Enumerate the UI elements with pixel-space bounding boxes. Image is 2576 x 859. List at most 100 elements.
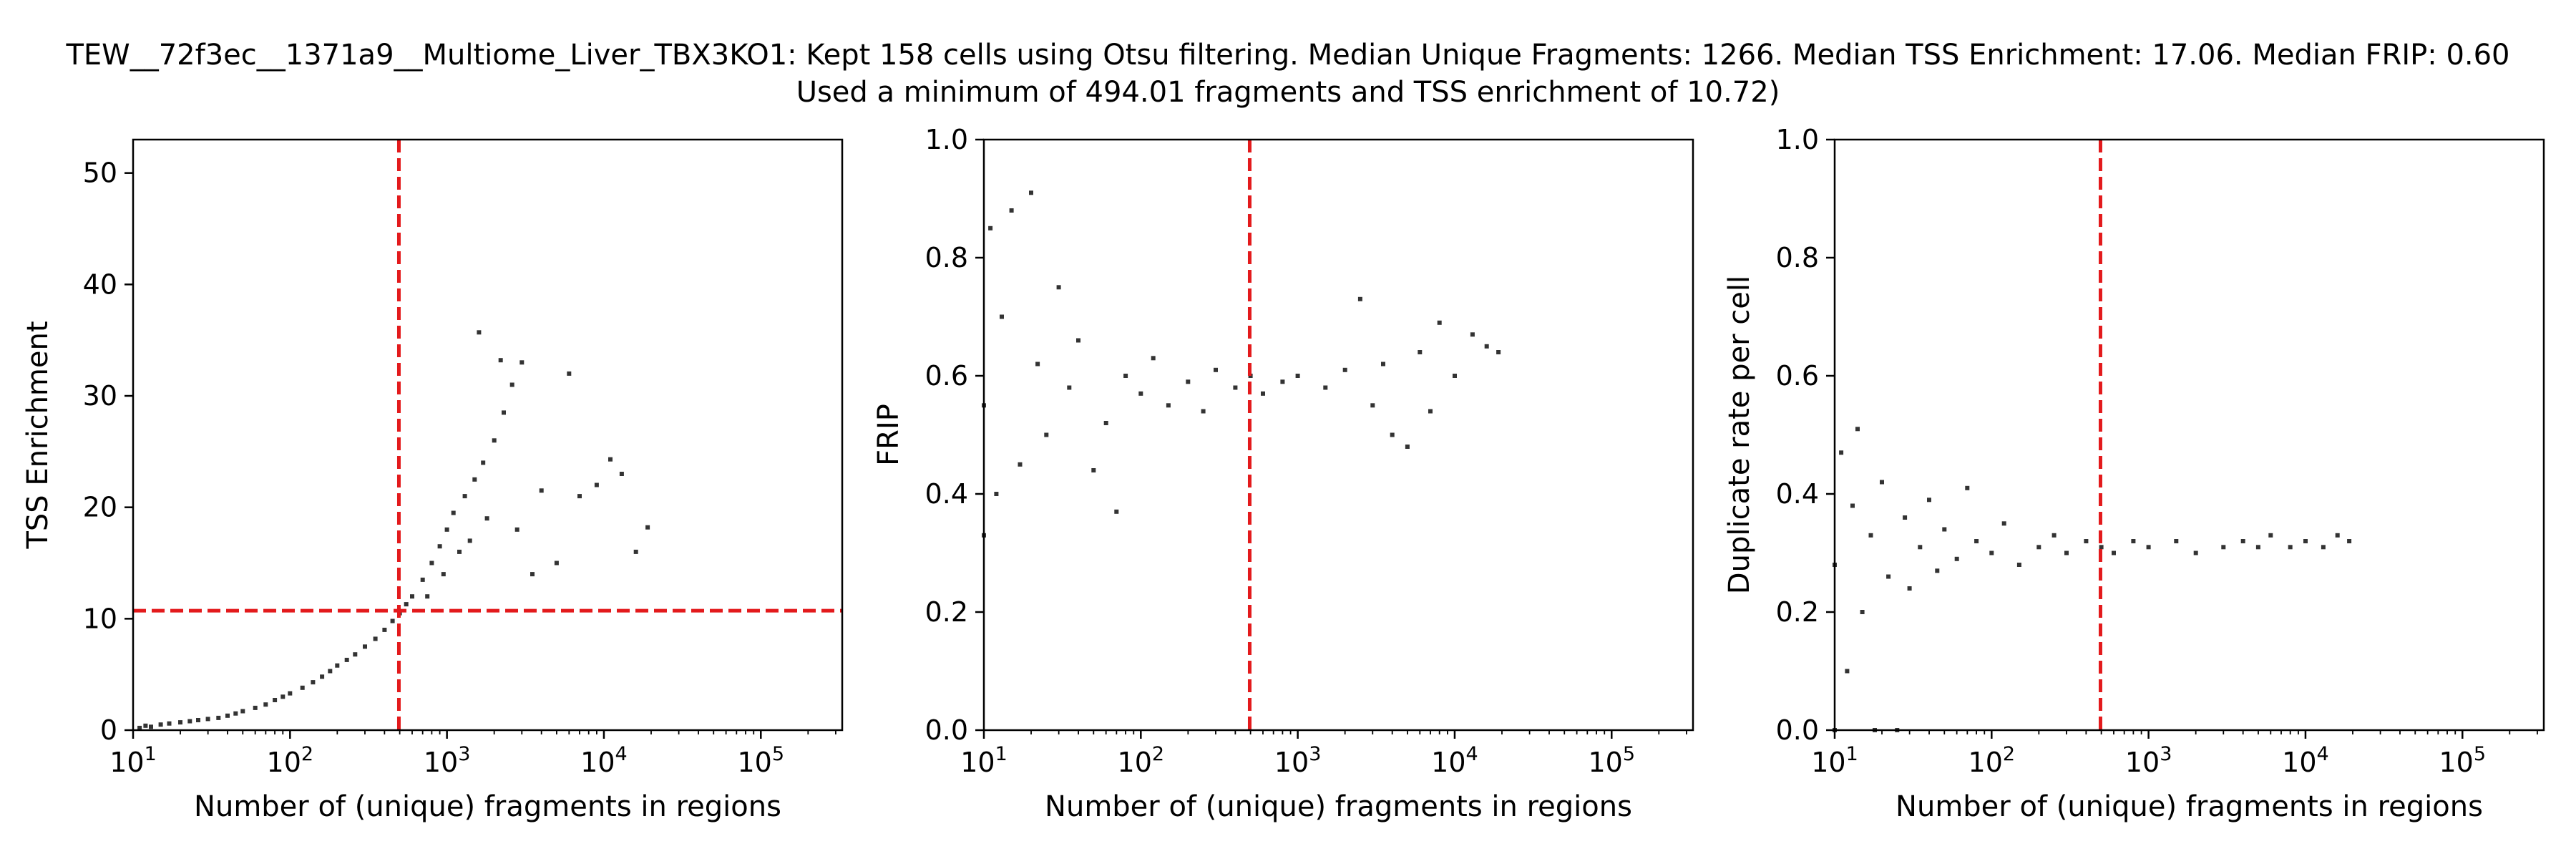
x-tick-label: 105 — [2439, 743, 2487, 778]
x-tick-label: 102 — [1968, 743, 2016, 778]
data-point — [1954, 556, 1959, 561]
x-tick-label: 102 — [1118, 743, 1165, 778]
data-point — [441, 572, 446, 577]
data-point — [509, 382, 514, 387]
data-point — [149, 724, 153, 729]
data-point — [1056, 285, 1061, 290]
data-point — [1942, 527, 1947, 532]
data-point — [1280, 379, 1285, 384]
data-point — [2084, 539, 2089, 543]
data-point — [1261, 391, 1265, 396]
data-point — [353, 652, 358, 657]
data-point — [1453, 374, 1457, 378]
data-point — [429, 560, 434, 566]
data-point — [1035, 361, 1040, 367]
data-point — [2036, 545, 2041, 550]
figure-title-line2: Used a minimum of 494.01 fragments and T… — [796, 76, 1780, 109]
data-point — [2288, 545, 2293, 550]
x-tick-label: 103 — [1274, 743, 1322, 778]
data-point — [335, 663, 340, 668]
data-point — [608, 457, 613, 462]
data-point — [1138, 391, 1143, 396]
data-point — [196, 718, 200, 722]
y-tick-label: 0.4 — [925, 478, 968, 510]
data-point — [1381, 361, 1385, 367]
data-point — [1860, 610, 1865, 614]
data-point — [619, 472, 624, 476]
data-point — [390, 618, 395, 623]
data-point — [1323, 385, 1328, 390]
data-point — [137, 725, 142, 730]
data-point — [645, 525, 650, 530]
data-point — [1166, 403, 1171, 408]
chart-panels: 101 102 103 104 105 0 10 20 30 40 50 Number of (uni… — [21, 124, 2545, 823]
data-point — [216, 715, 221, 720]
tss-plot-frame — [132, 138, 844, 732]
data-point — [1935, 568, 1940, 573]
figure-title-line1: TEW__72f3ec__1371a9__Multiome_Liver_TBX3… — [65, 39, 2509, 72]
data-point — [444, 527, 449, 532]
y-tick-label: 10 — [83, 603, 117, 634]
data-point — [457, 549, 462, 554]
data-point — [1067, 385, 1072, 390]
y-tick-label: 20 — [83, 492, 117, 523]
data-point — [1091, 468, 1096, 472]
data-point — [498, 358, 503, 363]
data-point — [1370, 403, 1375, 408]
data-point — [2335, 533, 2340, 538]
data-point — [263, 702, 268, 707]
data-point — [382, 627, 387, 632]
data-point — [567, 371, 572, 376]
x-tick-label: 105 — [738, 743, 785, 778]
data-point — [1918, 545, 1923, 550]
data-point — [167, 721, 172, 726]
data-point — [1839, 450, 1844, 455]
duplicate-points — [1833, 427, 2352, 732]
data-point — [1850, 503, 1855, 508]
data-point — [2001, 521, 2006, 526]
data-point — [158, 722, 163, 727]
data-point — [311, 680, 316, 685]
data-point — [1390, 432, 1395, 437]
x-tick-label: 104 — [1431, 743, 1478, 778]
y-tick-label: 0.8 — [1776, 242, 1819, 273]
data-point — [1103, 421, 1108, 425]
x-tick-label: 102 — [267, 743, 314, 778]
data-point — [514, 527, 519, 532]
data-point — [1201, 409, 1206, 414]
x-tick-label: 101 — [1811, 743, 1858, 778]
data-point — [328, 669, 333, 674]
data-point — [1855, 427, 1860, 432]
data-point — [451, 510, 456, 515]
data-point — [288, 691, 293, 696]
data-point — [425, 594, 430, 599]
data-point — [2112, 550, 2116, 555]
frip-y-axis-label: FRIP — [872, 404, 905, 466]
data-point — [178, 720, 182, 725]
data-point — [1214, 367, 1218, 372]
data-point — [2240, 539, 2245, 543]
tss-y-axis-label: TSS Enrichment — [21, 321, 54, 549]
data-point — [253, 705, 258, 710]
y-tick-label: 0.8 — [925, 242, 968, 273]
data-point — [2303, 539, 2308, 543]
frip-points — [982, 190, 1501, 538]
data-point — [1076, 338, 1080, 343]
data-point — [1868, 533, 1873, 538]
data-point — [240, 709, 245, 714]
y-tick-label: 0.6 — [925, 360, 968, 392]
data-point — [2347, 539, 2352, 543]
data-point — [594, 482, 599, 487]
y-tick-label: 50 — [83, 157, 117, 189]
y-tick-label: 1.0 — [925, 124, 968, 155]
data-point — [492, 438, 497, 443]
data-point — [1418, 350, 1423, 354]
duplicate-plot-frame — [1833, 138, 2545, 732]
data-point — [1886, 574, 1891, 579]
data-point — [467, 538, 472, 543]
data-point — [481, 460, 486, 465]
data-point — [2321, 545, 2326, 550]
x-tick-label: 104 — [580, 743, 628, 778]
data-point — [539, 488, 544, 493]
data-point — [1295, 374, 1300, 378]
